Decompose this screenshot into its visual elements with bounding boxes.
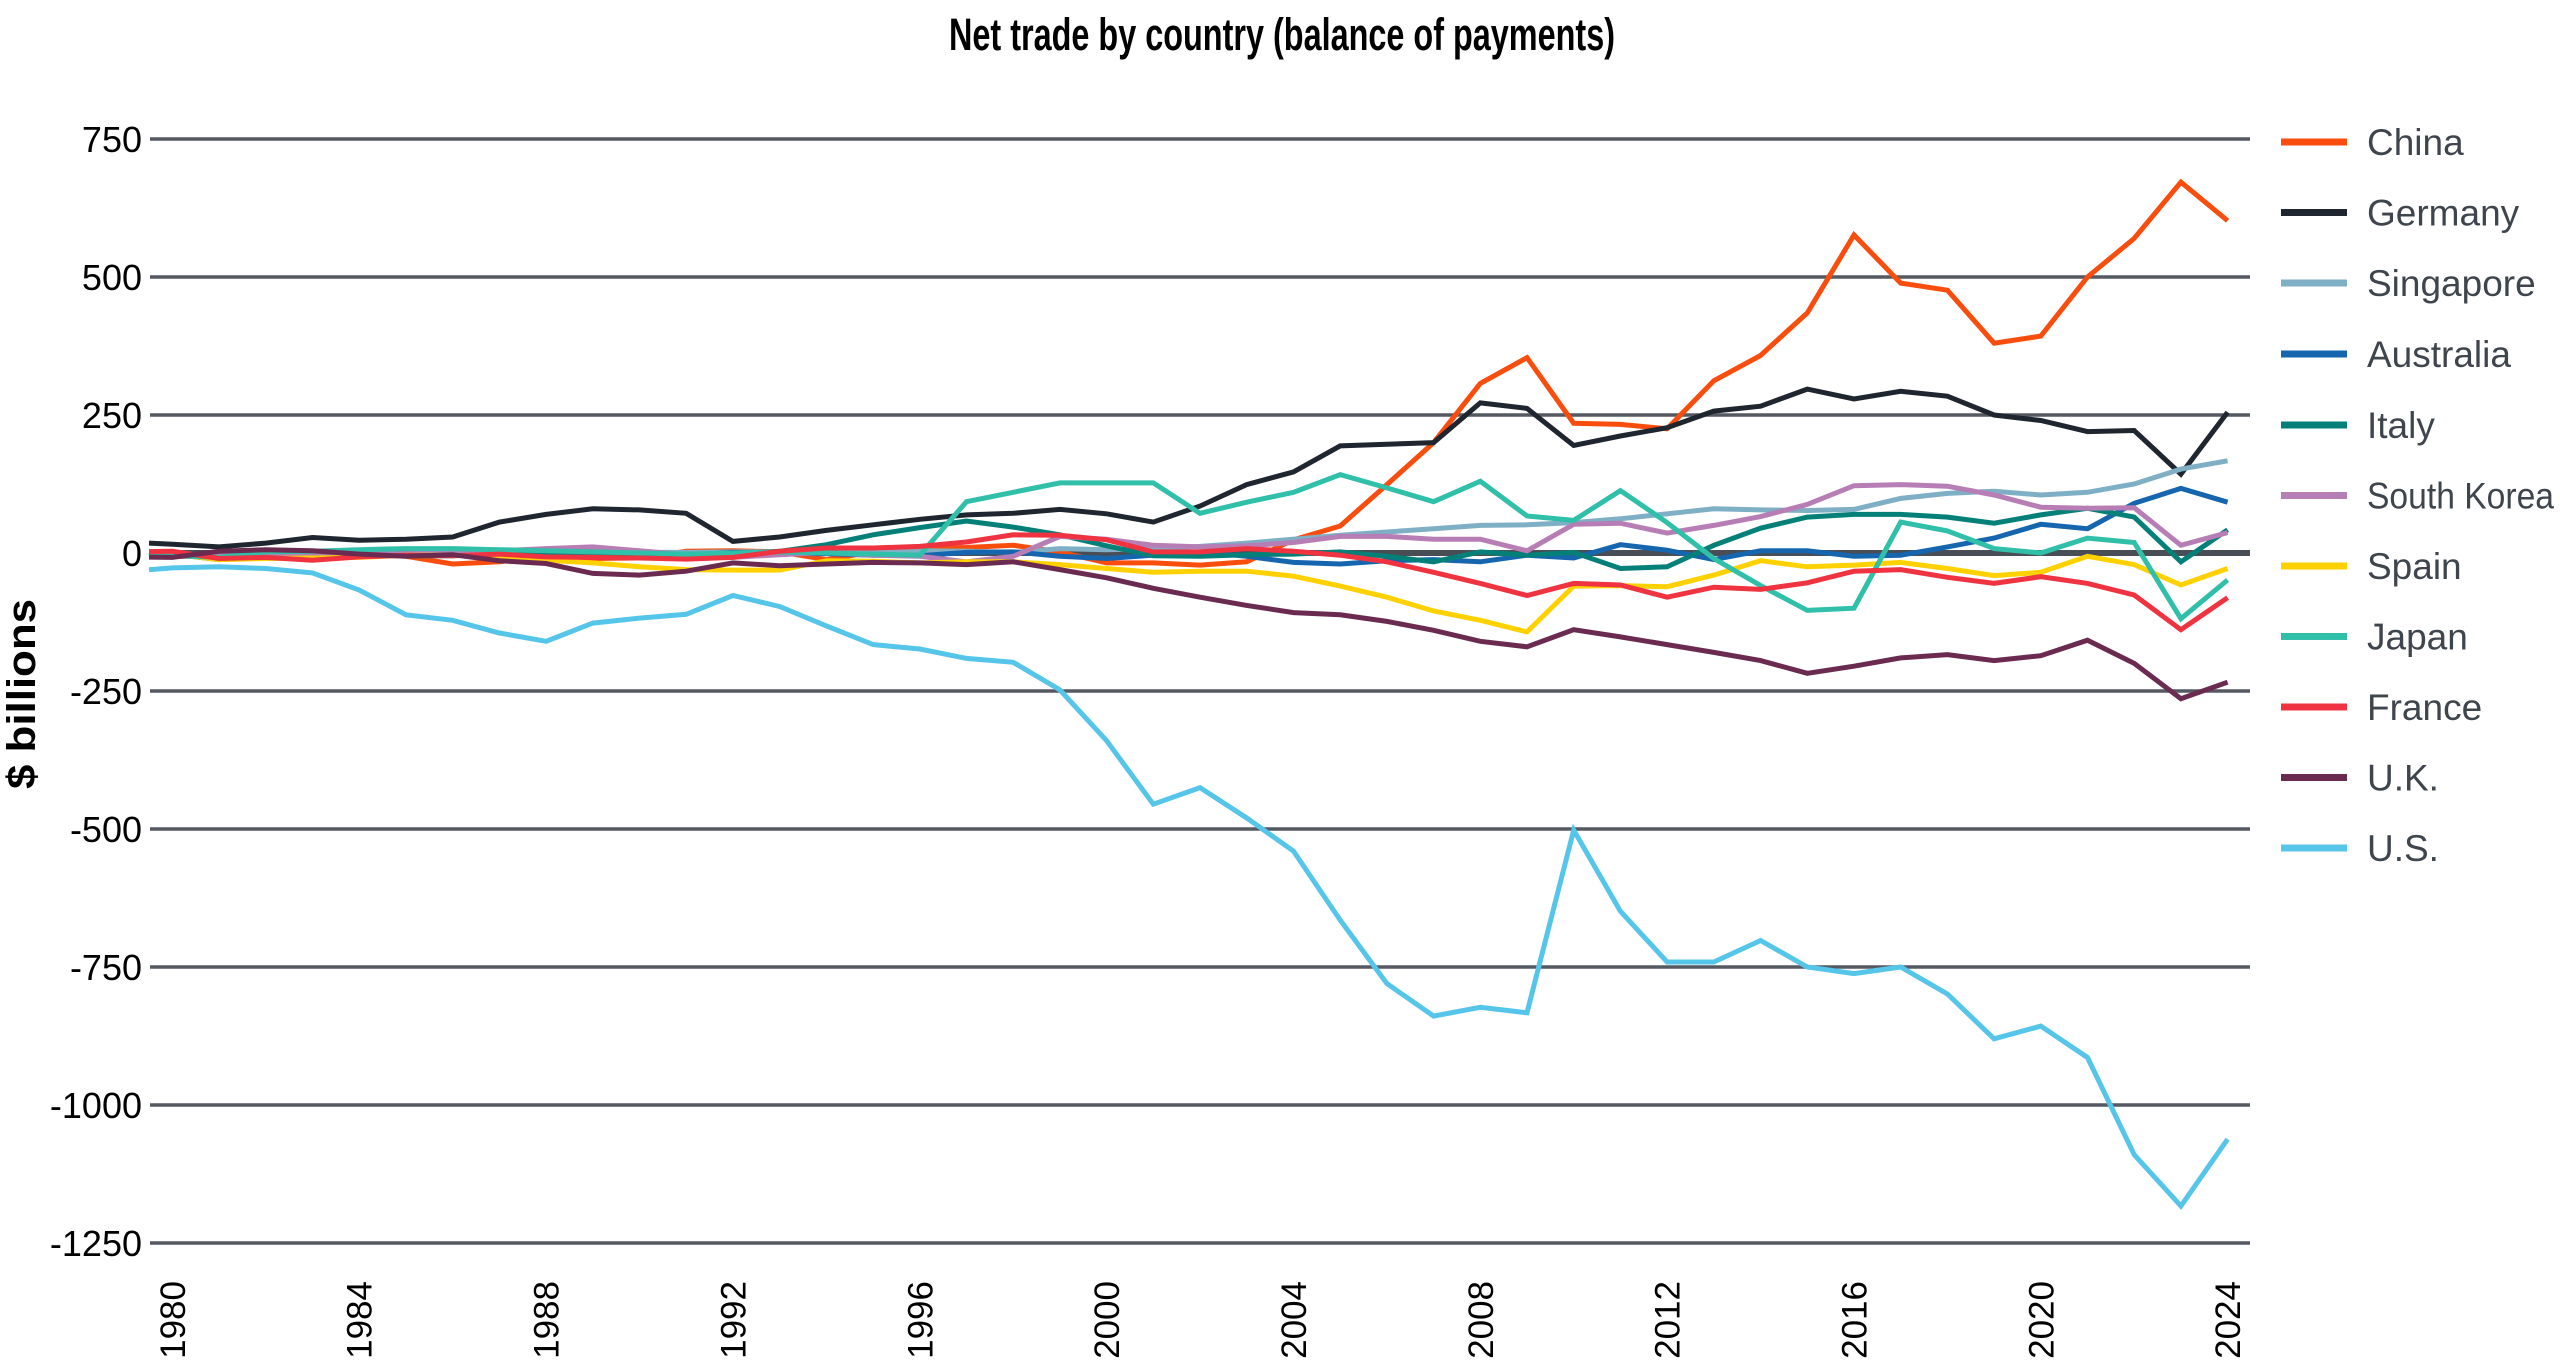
svg-text:Singapore: Singapore (2367, 263, 2536, 304)
svg-text:South Korea: South Korea (2367, 476, 2554, 517)
svg-text:2020: 2020 (2022, 1281, 2061, 1359)
svg-text:750: 750 (82, 119, 142, 160)
svg-text:Net trade by country (balance: Net trade by country (balance of payment… (949, 9, 1615, 60)
svg-text:U.K.: U.K. (2367, 758, 2439, 799)
svg-text:Japan: Japan (2367, 617, 2468, 658)
svg-text:1988: 1988 (528, 1281, 567, 1359)
svg-text:1980: 1980 (154, 1281, 193, 1359)
svg-text:2024: 2024 (2209, 1281, 2248, 1359)
svg-text:$ billions: $ billions (0, 599, 44, 789)
svg-text:2008: 2008 (1462, 1281, 1501, 1359)
svg-text:250: 250 (82, 395, 142, 436)
svg-text:Germany: Germany (2367, 193, 2520, 234)
svg-text:2004: 2004 (1275, 1281, 1314, 1359)
svg-text:2000: 2000 (1088, 1281, 1127, 1359)
svg-text:0: 0 (122, 533, 142, 574)
svg-text:France: France (2367, 687, 2482, 728)
svg-text:1984: 1984 (341, 1281, 380, 1359)
svg-text:2012: 2012 (1649, 1281, 1688, 1359)
svg-text:1996: 1996 (901, 1281, 940, 1359)
svg-text:Italy: Italy (2367, 405, 2435, 446)
svg-text:Australia: Australia (2367, 334, 2511, 375)
svg-text:2016: 2016 (1836, 1281, 1875, 1359)
svg-text:-750: -750 (70, 947, 142, 988)
svg-text:-500: -500 (70, 809, 142, 850)
svg-text:-250: -250 (70, 671, 142, 712)
svg-text:China: China (2367, 122, 2464, 163)
svg-text:Spain: Spain (2367, 546, 2462, 587)
svg-text:U.S.: U.S. (2367, 828, 2439, 869)
svg-text:-1000: -1000 (50, 1085, 142, 1126)
svg-text:500: 500 (82, 257, 142, 298)
svg-text:1992: 1992 (714, 1281, 753, 1359)
svg-text:-1250: -1250 (50, 1223, 142, 1264)
